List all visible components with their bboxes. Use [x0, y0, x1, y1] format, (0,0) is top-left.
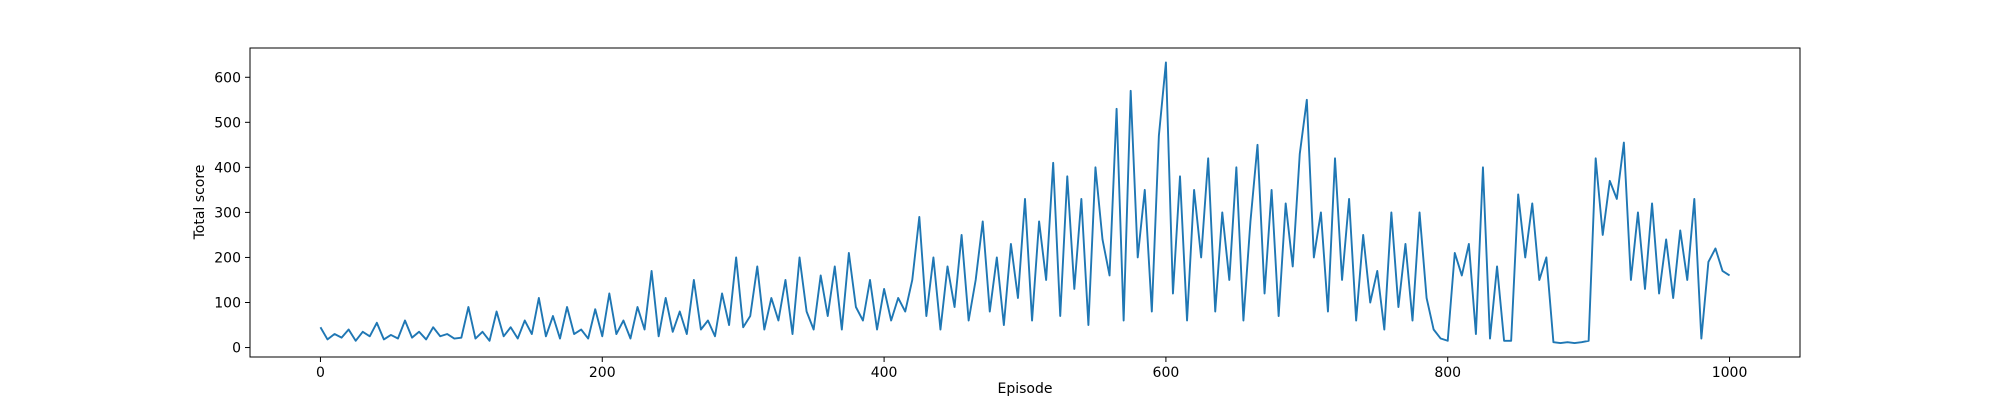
x-tick-label: 1000 [1712, 365, 1748, 381]
y-tick-label: 100 [214, 295, 241, 311]
y-tick-label: 600 [214, 70, 241, 86]
x-axis-label: Episode [998, 381, 1053, 397]
x-tick-label: 400 [871, 365, 898, 381]
data-line [319, 61, 1731, 344]
x-tick-label: 200 [589, 365, 616, 381]
y-tick-label: 500 [214, 115, 241, 131]
axes-frame [249, 47, 1801, 358]
y-tick-label: 0 [232, 341, 241, 357]
x-tick-label: 600 [1153, 365, 1180, 381]
y-tick-label: 300 [214, 205, 241, 221]
y-tick-label: 400 [214, 160, 241, 176]
x-tick-label: 0 [316, 365, 325, 381]
y-tick-label: 200 [214, 250, 241, 266]
y-axis-label: Total score [192, 165, 208, 241]
x-tick-label: 800 [1434, 365, 1461, 381]
